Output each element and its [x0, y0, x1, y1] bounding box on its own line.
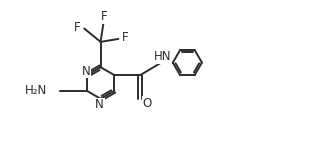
Text: F: F — [101, 10, 108, 23]
Text: O: O — [143, 97, 152, 110]
Text: N: N — [95, 98, 104, 111]
Text: HN: HN — [154, 50, 171, 63]
Text: H₂N: H₂N — [25, 84, 47, 97]
Text: N: N — [82, 65, 90, 78]
Text: F: F — [122, 31, 129, 44]
Text: F: F — [74, 21, 81, 34]
